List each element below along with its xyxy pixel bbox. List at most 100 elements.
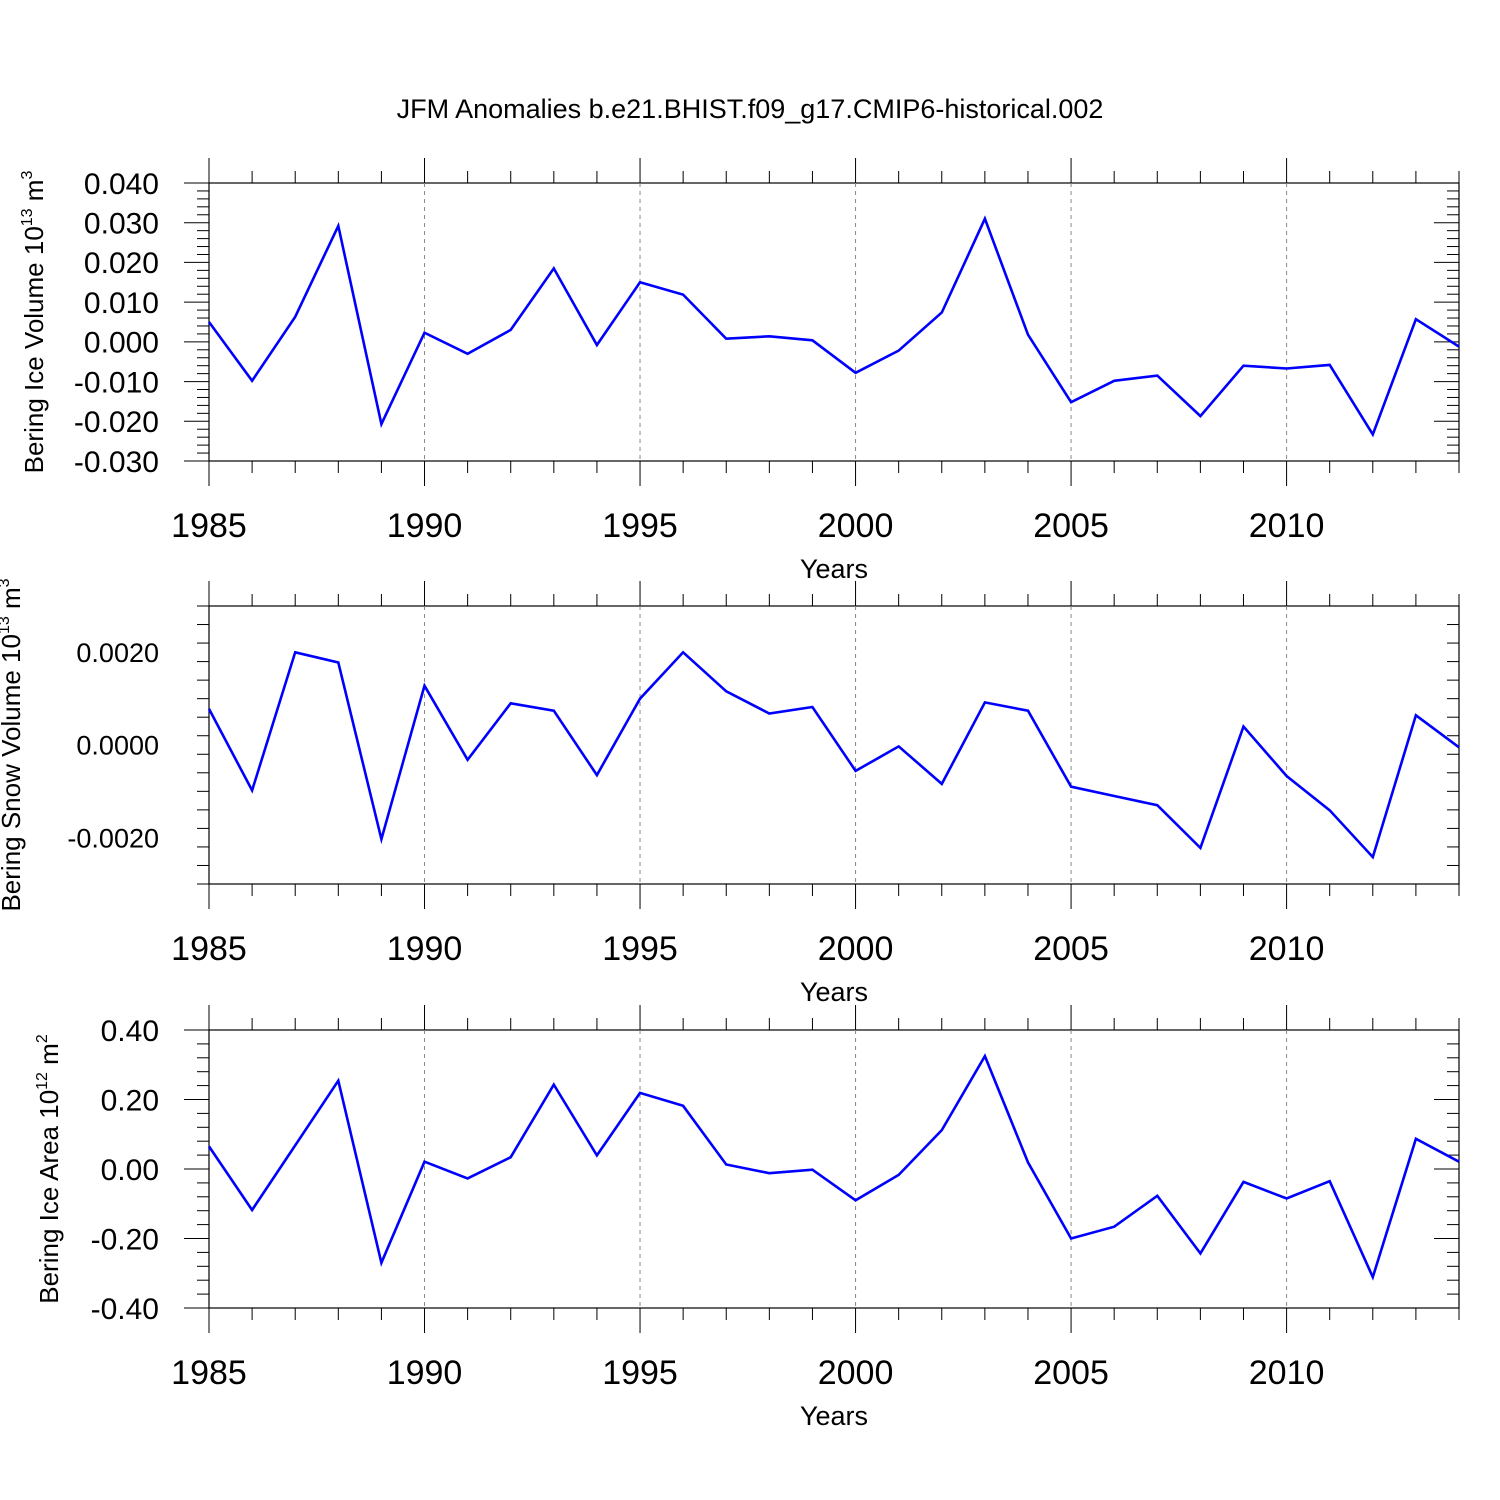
data-point <box>724 337 728 341</box>
plot-frame <box>208 605 1460 885</box>
data-point <box>423 331 427 335</box>
y-tick-label: 0.010 <box>84 287 159 320</box>
y-tick-label: -0.20 <box>91 1223 159 1256</box>
data-point <box>207 707 211 711</box>
x-tick-label: 2005 <box>1033 507 1109 545</box>
panel-1: 1985 1990 1995 2000 2005 2010 Years -0.030 -0.02… <box>19 158 1460 584</box>
y-tick-label: 0.020 <box>84 247 159 280</box>
data-point <box>595 343 599 347</box>
data-point <box>810 338 814 342</box>
y-axis-label-superscript: 12 <box>34 1072 51 1090</box>
data-point <box>1414 713 1418 717</box>
x-tick-label: 1990 <box>387 930 463 968</box>
y-tick-label: -0.030 <box>74 446 159 479</box>
y-axis-label-superscript: 13 <box>0 616 13 634</box>
data-point <box>1328 363 1332 367</box>
y-axis-label-text: m <box>34 1043 64 1072</box>
y-tick-label: 0.040 <box>84 168 159 201</box>
x-tick-label: 2000 <box>818 930 894 968</box>
data-point <box>940 782 944 786</box>
y-axis-label-superscript: 2 <box>34 1034 51 1043</box>
data-point <box>1155 374 1159 378</box>
data-point <box>681 650 685 654</box>
data-point <box>1285 1197 1289 1201</box>
data-point <box>1241 724 1245 728</box>
data-point <box>1328 808 1332 812</box>
data-point <box>897 1173 901 1177</box>
x-tick-label: 1995 <box>602 930 678 968</box>
x-tick-label: 1985 <box>171 930 247 968</box>
data-point <box>724 1162 728 1166</box>
y-axis-label-text: m <box>0 587 26 616</box>
x-tick-label: 1985 <box>171 1354 247 1392</box>
data-point <box>897 349 901 353</box>
data-point <box>1371 1275 1375 1279</box>
x-tick-label: 1985 <box>171 507 247 545</box>
y-axis-label: Bering Ice Area 1012 m2 <box>34 1034 64 1304</box>
x-tick-label: 2005 <box>1033 1354 1109 1392</box>
x-tick-label: 2000 <box>818 1354 894 1392</box>
data-point <box>1069 1237 1073 1241</box>
x-tick-label: 1990 <box>387 507 463 545</box>
data-point <box>552 1083 556 1087</box>
data-point <box>1198 414 1202 418</box>
data-point <box>595 1153 599 1157</box>
data-point <box>1371 855 1375 859</box>
data-point <box>336 661 340 665</box>
y-tick-label: 0.0000 <box>76 731 159 761</box>
data-point <box>983 217 987 221</box>
series-line <box>207 1053 1460 1281</box>
data-point <box>854 769 858 773</box>
data-point <box>1198 1251 1202 1255</box>
data-point <box>509 328 513 332</box>
y-tick-label: -0.0020 <box>67 823 159 853</box>
data-point <box>1285 366 1289 370</box>
data-point <box>767 334 771 338</box>
data-point <box>293 650 297 654</box>
data-point <box>1328 1179 1332 1183</box>
data-point <box>207 1144 211 1148</box>
data-point <box>940 310 944 314</box>
y-axis-label-text: m <box>19 180 49 209</box>
y-tick-label: 0.20 <box>101 1084 159 1117</box>
data-point <box>1026 709 1030 713</box>
x-tick-label: 2010 <box>1249 930 1325 968</box>
plot-frame <box>208 182 1460 462</box>
data-point <box>1069 400 1073 404</box>
data-point <box>293 1143 297 1147</box>
y-tick-label: -0.020 <box>74 406 159 439</box>
x-axis-label: Years <box>800 554 868 584</box>
data-point <box>466 1176 470 1180</box>
y-axis-label: Bering Snow Volume 1013 m3 <box>0 578 26 911</box>
x-axis-label: Years <box>800 1401 868 1431</box>
data-point <box>379 837 383 841</box>
panel-2: 1985 1990 1995 2000 2005 2010 Years -0.0020 0.00… <box>0 578 1460 1007</box>
data-point <box>810 705 814 709</box>
data-point <box>1285 774 1289 778</box>
data-point <box>1414 1137 1418 1141</box>
data-point <box>336 1079 340 1083</box>
data-point <box>940 1128 944 1132</box>
data-point <box>466 352 470 356</box>
data-point <box>983 1054 987 1058</box>
series-line <box>207 650 1460 860</box>
x-tick-label: 1995 <box>602 1354 678 1392</box>
plot-frame <box>208 1029 1460 1309</box>
data-point <box>552 266 556 270</box>
y-axis-label-text: Bering Snow Volume 10 <box>0 634 26 912</box>
data-point <box>379 1261 383 1265</box>
data-point <box>897 744 901 748</box>
data-point <box>250 379 254 383</box>
data-point <box>1112 794 1116 798</box>
data-point <box>1241 1180 1245 1184</box>
data-point <box>767 1171 771 1175</box>
data-point <box>379 422 383 426</box>
panels-container: 1985 1990 1995 2000 2005 2010 Years -0.030 -0.02… <box>0 158 1460 1431</box>
data-point <box>983 700 987 704</box>
data-point <box>854 371 858 375</box>
data-point <box>767 711 771 715</box>
y-axis-label: Bering Ice Volume 1013 m3 <box>19 171 49 474</box>
y-axis-label-superscript: 3 <box>19 171 36 180</box>
data-point <box>810 1168 814 1172</box>
